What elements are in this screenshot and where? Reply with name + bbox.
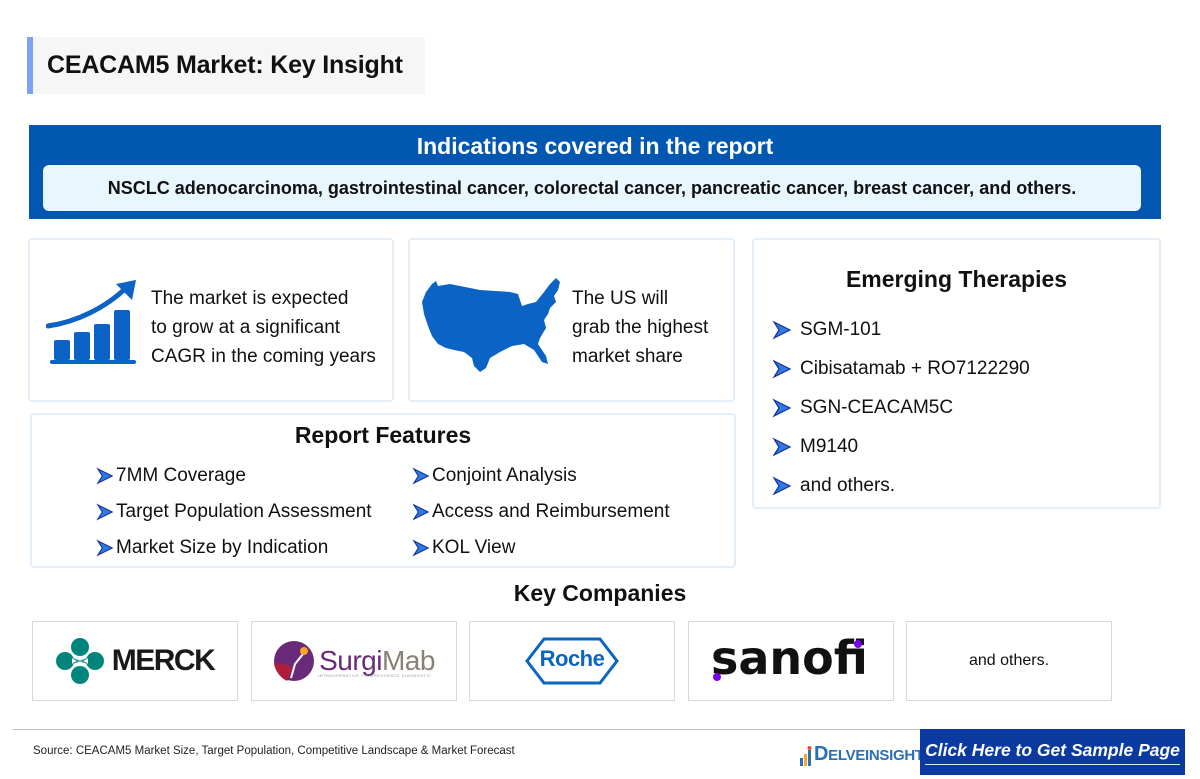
chevron-right-icon: [772, 359, 792, 378]
roche-hexagon-icon: [525, 637, 619, 685]
delveinsight-logo: DELVEINSIGHT: [800, 743, 924, 766]
feature-item: Conjoint Analysis: [412, 458, 712, 494]
therapy-item: and others.: [772, 466, 1030, 505]
feature-item: Market Size by Indication: [96, 530, 412, 566]
indications-banner: Indications covered in the report NSCLC …: [29, 125, 1161, 219]
feature-item: Access and Reimbursement: [412, 494, 712, 530]
chevron-right-icon: [412, 539, 430, 557]
footer-divider: [13, 729, 1185, 730]
emerging-therapies-title: Emerging Therapies: [845, 266, 1068, 292]
report-features-card: Report Features 7MM Coverage Conjoint An…: [30, 413, 736, 568]
chevron-right-icon: [412, 503, 430, 521]
us-market-card: The US will grab the highest market shar…: [408, 238, 735, 402]
emerging-therapies-card: Emerging Therapies SGM-101 Cibisatamab +…: [752, 238, 1161, 509]
chevron-right-icon: [772, 437, 792, 456]
indications-list: NSCLC adenocarcinoma, gastrointestinal c…: [43, 165, 1141, 211]
us-market-text: The US will grab the highest market shar…: [572, 284, 708, 371]
page-title: CEACAM5 Market: Key Insight: [47, 51, 403, 79]
therapy-label: M9140: [800, 435, 859, 457]
get-sample-page-button[interactable]: Click Here to Get Sample Page: [920, 729, 1185, 775]
features-list: 7MM Coverage Conjoint Analysis Target Po…: [96, 458, 712, 566]
chevron-right-icon: [772, 476, 792, 495]
us-line: market share: [572, 346, 683, 367]
therapy-label: SGM-101: [800, 318, 882, 340]
chevron-right-icon: [412, 467, 430, 485]
svg-text:sanofi: sanofi: [711, 636, 868, 685]
bar-chart-growth-icon: [46, 280, 136, 364]
market-growth-text: The market is expected to grow at a sign…: [151, 284, 376, 371]
market-growth-card: The market is expected to grow at a sign…: [28, 238, 394, 402]
us-line: The US will: [572, 288, 669, 309]
report-features-title: Report Features: [294, 422, 472, 448]
feature-label: Access and Reimbursement: [432, 501, 670, 522]
us-line: grab the highest: [572, 317, 709, 338]
merck-wordmark: MERCK: [111, 644, 216, 677]
feature-label: 7MM Coverage: [116, 465, 246, 486]
growth-line: The market is expected: [151, 288, 349, 309]
cta-label[interactable]: Click Here to Get Sample Page: [925, 740, 1180, 765]
roche-wordmark: Roche: [539, 646, 605, 671]
therapy-label: SGN-CEACAM5C: [800, 396, 954, 418]
us-map-icon: [422, 278, 560, 372]
company-others: and others.: [906, 621, 1112, 701]
feature-label: Conjoint Analysis: [432, 465, 577, 486]
feature-item: 7MM Coverage: [96, 458, 412, 494]
growth-line: to grow at a significant: [151, 317, 341, 338]
delveinsight-bars-icon: [800, 746, 812, 766]
surgimab-logo-icon: [274, 641, 315, 681]
indications-title: Indications covered in the report: [416, 133, 774, 159]
therapy-item: M9140: [772, 427, 1030, 466]
chevron-right-icon: [772, 320, 792, 339]
company-roche: Roche: [469, 621, 675, 701]
chevron-right-icon: [772, 398, 792, 417]
therapy-item: SGM-101: [772, 310, 1030, 349]
surgimab-tagline: INTRAOPERATIVE FLUORESCENCE DIAGNOSTIC: [318, 673, 432, 678]
feature-label: Market Size by Indication: [116, 537, 329, 558]
feature-label: KOL View: [432, 537, 516, 558]
roche-logo: Roche: [524, 636, 620, 686]
key-companies-title: Key Companies: [513, 580, 687, 606]
therapy-list: SGM-101 Cibisatamab + RO7122290 SGN-CEAC…: [772, 310, 1030, 505]
source-text: Source: CEACAM5 Market Size, Target Popu…: [33, 745, 515, 757]
sanofi-logo: sanofi: [711, 636, 868, 685]
page-title-box: CEACAM5 Market: Key Insight: [27, 37, 425, 94]
feature-item: Target Population Assessment: [96, 494, 412, 530]
therapy-item: SGN-CEACAM5C: [772, 388, 1030, 427]
chevron-right-icon: [96, 539, 114, 557]
feature-item: KOL View: [412, 530, 712, 566]
therapy-label: Cibisatamab + RO7122290: [800, 357, 1030, 379]
feature-label: Target Population Assessment: [116, 501, 372, 522]
company-surgimab: SurgiMab INTRAOPERATIVE FLUORESCENCE DIA…: [251, 621, 457, 701]
chevron-right-icon: [96, 467, 114, 485]
chevron-right-icon: [96, 503, 114, 521]
therapy-item: Cibisatamab + RO7122290: [772, 349, 1030, 388]
merck-logo-icon: [55, 638, 104, 684]
company-merck: MERCK: [32, 621, 238, 701]
surgimab-wordmark: SurgiMab: [319, 645, 435, 676]
growth-line: CAGR in the coming years: [151, 346, 376, 367]
therapy-label: and others.: [800, 474, 896, 496]
company-sanofi: sanofi: [688, 621, 894, 701]
